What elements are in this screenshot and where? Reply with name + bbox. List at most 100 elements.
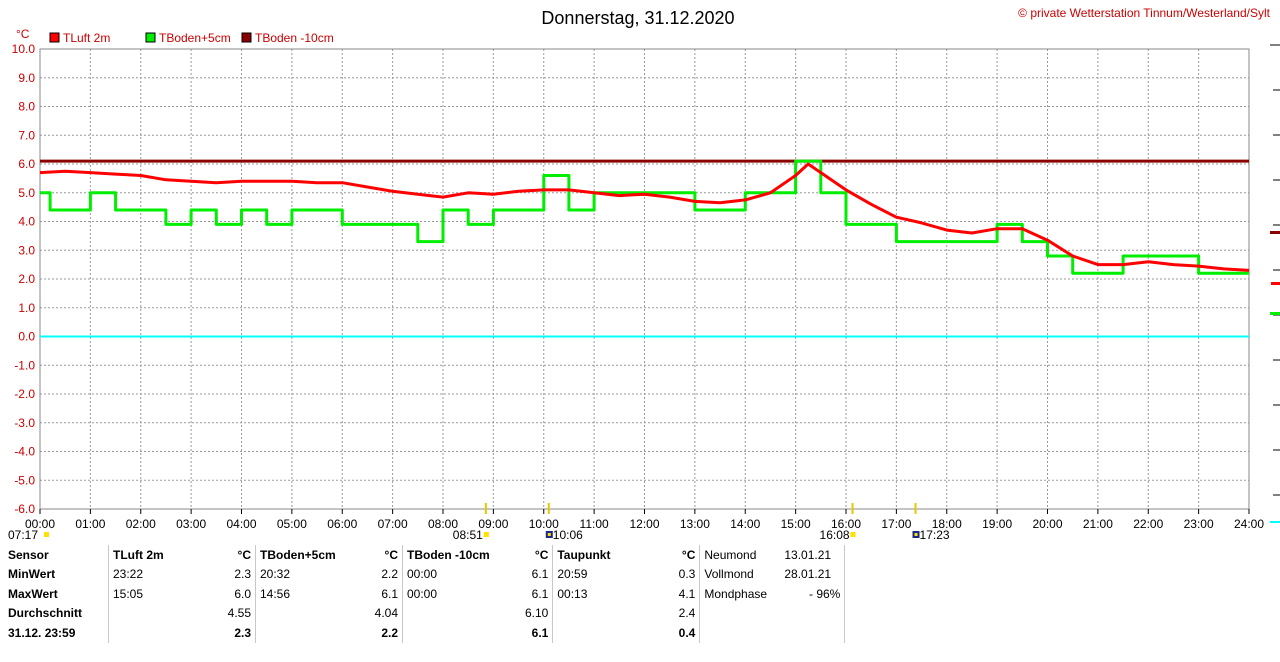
tboden5-line — [40, 159, 1249, 275]
y-tick-label: 1.0 — [18, 301, 35, 315]
taupunkt-avg-spacer — [552, 603, 662, 623]
statistics-panel: Sensor TLuft 2m °C TBoden+5cm °C TBoden … — [0, 545, 1280, 662]
legend-swatch — [49, 32, 60, 43]
tboden5-max-time: 14:56 — [255, 584, 364, 604]
y-tick-label: 6.0 — [18, 157, 35, 171]
y-tick-label: -1.0 — [14, 358, 35, 372]
tluft-unit: °C — [237, 547, 251, 562]
x-tick-label: 05:00 — [277, 517, 307, 531]
sun-moon-time-label: 07:17 — [8, 528, 38, 542]
vollmond-value: 28.01.21 — [780, 564, 846, 584]
taupunkt-min-value: 0.3 — [678, 567, 696, 582]
tboden10-min-time: 00:00 — [402, 564, 521, 584]
current-value-markers — [1270, 44, 1280, 523]
x-tick-label: 04:00 — [226, 517, 256, 531]
tboden10-header: TBoden -10cm — [402, 545, 521, 565]
tboden10-avg-spacer — [402, 603, 521, 623]
stats-current-row: 31.12. 23:59 2.3 2.2 6.1 0.4 — [4, 623, 846, 643]
y-tick-label: 8.0 — [18, 100, 35, 114]
tluft-current-value: 2.3 — [234, 625, 251, 640]
sun-marker — [44, 532, 49, 537]
x-tick-label: 23:00 — [1184, 517, 1214, 531]
x-tick-label: 02:00 — [126, 517, 156, 531]
y-tick-label: 3.0 — [18, 243, 35, 257]
neumond-value: 13.01.21 — [780, 545, 846, 565]
min-label: MinWert — [8, 567, 56, 582]
y-tick-label: 9.0 — [18, 71, 35, 85]
taupunkt-header: Taupunkt — [552, 545, 662, 565]
x-tick-label: 15:00 — [781, 517, 811, 531]
stats-header-row: Sensor TLuft 2m °C TBoden+5cm °C TBoden … — [4, 545, 846, 565]
x-tick-label: 13:00 — [680, 517, 710, 531]
moon-spacer-4 — [780, 623, 846, 643]
station-credit: © private Wetterstation Tinnum/Westerlan… — [1018, 6, 1271, 20]
x-tick-label: 21:00 — [1083, 517, 1113, 531]
taupunkt-max-value: 4.1 — [678, 586, 696, 601]
tluft-avg-spacer — [108, 603, 217, 623]
sun-moon-time-label: 10:06 — [553, 528, 583, 542]
tboden10-unit: °C — [534, 547, 549, 562]
x-tick-label: 22:00 — [1133, 517, 1163, 531]
sun-moon-time-label: 16:08 — [820, 528, 850, 542]
legend-label: TBoden -10cm — [255, 31, 334, 45]
x-tick-label: 06:00 — [327, 517, 357, 531]
taupunkt-unit: °C — [681, 547, 696, 562]
sun-moon-markers: 07:17 08:51 10:06 16:08 17:23 — [8, 503, 950, 542]
sun-moon-time-label: 17:23 — [920, 528, 950, 542]
x-tick-label: 08:00 — [428, 517, 458, 531]
temperature-chart: Donnerstag, 31.12.2020 © private Wetters… — [8, 6, 1280, 542]
tboden5-avg-value: 4.04 — [374, 606, 398, 621]
x-tick-label: 19:00 — [982, 517, 1012, 531]
current-label: 31.12. 23:59 — [8, 625, 76, 640]
mondphase-label: Mondphase — [699, 584, 781, 604]
y-tick-label: 2.0 — [18, 272, 35, 286]
y-tick-label: -2.0 — [14, 387, 35, 401]
taupunkt-current-value: 0.4 — [678, 625, 696, 640]
tboden10-cur-spacer — [402, 623, 521, 643]
sun-moon-time-label: 08:51 — [453, 528, 483, 542]
tboden10-max-value: 6.1 — [531, 586, 549, 601]
tboden5-current-value: 2.2 — [381, 625, 398, 640]
tluft-line — [39, 162, 1250, 272]
y-tick-label: -4.0 — [14, 445, 35, 459]
moon-spacer-2 — [780, 603, 846, 623]
x-tick-label: 17:00 — [881, 517, 911, 531]
moon-marker-core — [547, 533, 551, 536]
grid — [39, 48, 1250, 510]
tboden5-current-marker — [1270, 312, 1280, 315]
tboden5-avg-spacer — [255, 603, 364, 623]
tboden5-min-time: 20:32 — [255, 564, 364, 584]
x-tick-label: 14:00 — [730, 517, 760, 531]
tluft-max-value: 6.0 — [234, 586, 251, 601]
y-tick-label: -6.0 — [14, 502, 35, 516]
tboden10-avg-value: 6.10 — [525, 606, 549, 621]
tluft-max-time: 15:05 — [108, 584, 217, 604]
tluft-current-marker — [1271, 282, 1280, 285]
zero-marker — [1270, 521, 1280, 523]
legend-swatch — [241, 32, 252, 43]
sun-marker — [483, 532, 489, 537]
x-tick-label: 03:00 — [176, 517, 206, 531]
x-tick-label: 01:00 — [75, 517, 105, 531]
y-tick-label: 7.0 — [18, 128, 35, 142]
sensor-header: Sensor — [8, 547, 49, 562]
moon-spacer-1 — [699, 603, 781, 623]
tluft-header: TLuft 2m — [108, 545, 217, 565]
taupunkt-max-time: 00:13 — [552, 584, 662, 604]
legend-label: TLuft 2m — [63, 31, 110, 45]
taupunkt-cur-spacer — [552, 623, 662, 643]
series-group — [39, 159, 1250, 338]
tluft-min-value: 2.3 — [234, 567, 251, 582]
x-tick-label: 12:00 — [629, 517, 659, 531]
legend-swatch — [145, 32, 156, 43]
y-axis: 10.0 9.0 8.0 7.0 6.0 5.0 4.0 3.0 2.0 1.0 0.0 -1.0 -2… — [12, 42, 36, 516]
tboden5-min-value: 2.2 — [381, 567, 398, 582]
tluft-avg-value: 4.55 — [227, 606, 251, 621]
chart-title: Donnerstag, 31.12.2020 — [541, 8, 734, 28]
legend: TLuft 2m TBoden+5cm TBoden -10cm — [49, 31, 334, 45]
x-tick-label: 11:00 — [580, 517, 609, 531]
tluft-min-time: 23:22 — [108, 564, 217, 584]
sun-marker — [850, 532, 856, 537]
y-axis-unit: °C — [16, 27, 30, 41]
x-tick-label: 10:00 — [529, 517, 559, 531]
